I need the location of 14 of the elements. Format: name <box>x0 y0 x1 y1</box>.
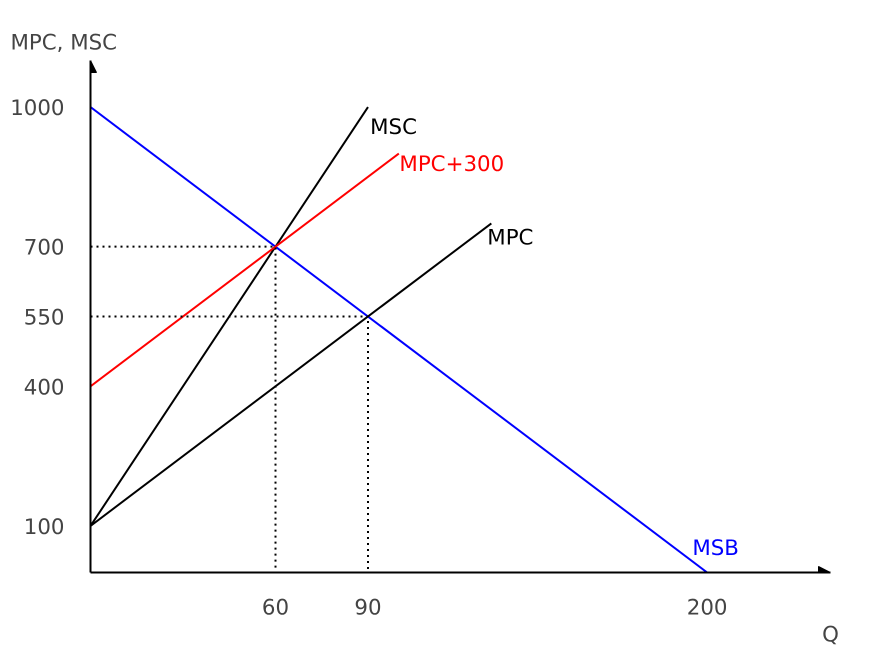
y-tick-label: 550 <box>24 306 65 330</box>
series-label: MPC <box>487 226 534 251</box>
x-tick-label: 60 <box>262 596 290 620</box>
y-tick-label: 1000 <box>10 96 65 122</box>
series-label: MPC+300 <box>399 152 504 178</box>
x-axis-title: Q <box>822 622 839 648</box>
x-tick-label: 200 <box>686 596 728 620</box>
x-tick-label: 90 <box>354 596 382 620</box>
series-label: MSC <box>370 114 417 140</box>
series-label: MSB <box>692 536 739 562</box>
y-axis-title: MPC, MSC <box>10 30 118 56</box>
y-tick-label: 100 <box>24 514 65 540</box>
y-tick-label: 400 <box>24 375 65 400</box>
y-tick-label: 700 <box>24 236 65 261</box>
